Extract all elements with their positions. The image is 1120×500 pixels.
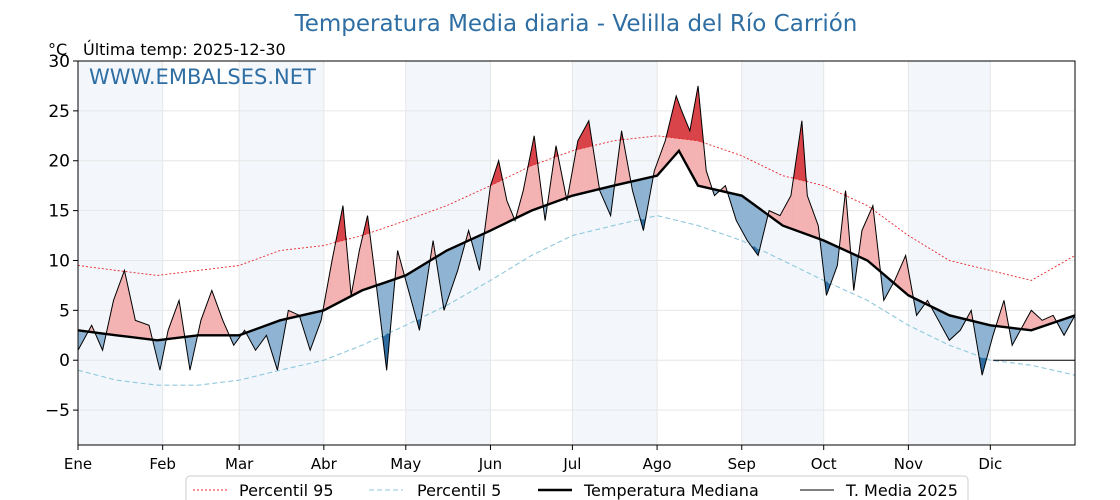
x-axis-ticks: Ene Feb Mar Abr May Jun Jul Ago Sep Oct Nov Dic: [64, 445, 1002, 473]
x-tick-label: Mar: [225, 455, 254, 473]
x-tick-label: May: [390, 455, 421, 473]
y-tick-label: 25: [48, 102, 70, 122]
legend-label-current: T. Media 2025: [845, 481, 958, 500]
legend-label-p95: Percentil 95: [239, 481, 334, 500]
legend: Percentil 95 Percentil 5 Temperatura Media…: [185, 475, 969, 500]
y-tick-label: 5: [59, 301, 70, 321]
legend-label-p5: Percentil 5: [417, 481, 501, 500]
x-tick-label: Ago: [643, 455, 672, 473]
series-line-current: [77, 85, 1076, 376]
month-band-1: [239, 61, 324, 445]
y-axis-ticks: −5 0 5 10 15 20 25 30: [45, 52, 78, 421]
watermark: WWW.EMBALSES.NET: [89, 65, 316, 89]
y-tick-label: 15: [48, 202, 70, 222]
y-tick-label: 10: [48, 251, 70, 271]
y-tick-label: −5: [45, 401, 70, 421]
legend-box: [185, 475, 969, 500]
month-band-3: [572, 61, 658, 445]
x-tick-label: Dic: [978, 455, 1002, 473]
x-tick-label: Nov: [894, 455, 923, 473]
series-line-p95: [77, 135, 1076, 281]
x-tick-label: Sep: [728, 455, 756, 473]
x-tick-label: Abr: [311, 455, 338, 473]
unit-label: °C: [48, 40, 67, 59]
last-temp-label: Última temp: 2025-12-30: [83, 40, 286, 59]
y-tick-label: 20: [48, 152, 70, 172]
month-band-4: [741, 61, 824, 445]
grid-lines: [77, 60, 1075, 445]
x-tick-label: Ene: [64, 455, 92, 473]
series-line-p5: [77, 215, 1076, 386]
month-band-0: [78, 61, 163, 445]
y-tick-label: 0: [59, 351, 70, 371]
legend-label-median: Temperatura Mediana: [583, 481, 759, 500]
chart-title: Temperatura Media diaria - Velilla del R…: [294, 11, 858, 37]
plot-frame: [77, 60, 1076, 446]
series-lines: [77, 85, 1076, 386]
y-tick-label: 30: [48, 52, 70, 72]
x-tick-label: Feb: [149, 455, 176, 473]
x-tick-label: Jul: [562, 455, 581, 473]
x-tick-label: Oct: [811, 455, 837, 473]
x-tick-label: Jun: [478, 455, 502, 473]
month-band-5: [908, 61, 991, 445]
